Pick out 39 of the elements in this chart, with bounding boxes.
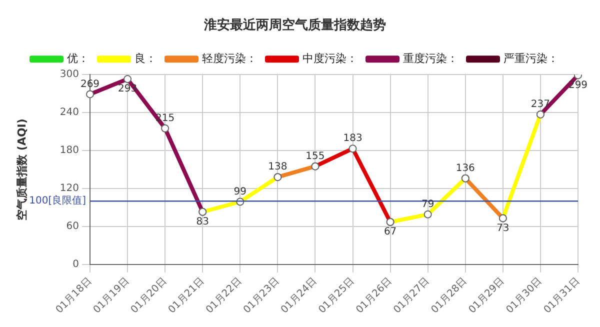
y-axis-title: 空气质量指数 (AQI) bbox=[15, 118, 28, 220]
x-tick-label: 01月29日 bbox=[466, 276, 507, 316]
data-label: 183 bbox=[343, 133, 362, 144]
y-tick-label: 240 bbox=[60, 107, 79, 118]
legend-label: 中度污染： bbox=[302, 52, 358, 65]
legend-label: 优： bbox=[67, 52, 89, 65]
legend-label: 轻度污染： bbox=[202, 52, 257, 65]
y-tick-label: 0 bbox=[72, 258, 79, 270]
data-label: 136 bbox=[456, 162, 475, 174]
data-label: 79 bbox=[421, 198, 434, 210]
x-tick-label: 01月24日 bbox=[279, 276, 320, 316]
data-label: 99 bbox=[234, 186, 247, 198]
data-label: 155 bbox=[306, 150, 325, 162]
data-label: 73 bbox=[496, 222, 510, 234]
x-tick-label: 01月28日 bbox=[429, 276, 470, 316]
x-tick-label: 01月22日 bbox=[204, 276, 244, 316]
legend-label: 良： bbox=[134, 52, 156, 65]
data-label: 299 bbox=[568, 80, 588, 91]
ref-line-label: 100[良限值] bbox=[29, 194, 86, 207]
x-tick-label: 01月20日 bbox=[129, 276, 170, 316]
data-label: 138 bbox=[268, 162, 288, 173]
x-tick-label: 01月26日 bbox=[354, 276, 394, 316]
x-tick-label: 01月25日 bbox=[316, 276, 357, 316]
data-label: 83 bbox=[196, 216, 209, 228]
y-tick-label: 60 bbox=[66, 221, 79, 232]
x-tick-label: 01月27日 bbox=[392, 276, 432, 316]
legend-label: 重度污染： bbox=[403, 52, 458, 65]
chart-title: 淮安最近两周空气质量指数趋势 bbox=[203, 17, 386, 34]
y-tick-label: 120 bbox=[60, 183, 79, 194]
x-tick-label: 01月23日 bbox=[242, 276, 282, 316]
x-tick-label: 01月30日 bbox=[504, 276, 544, 316]
y-tick-label: 300 bbox=[60, 69, 79, 80]
y-tick-label: 180 bbox=[60, 145, 79, 156]
x-tick-label: 01月31日 bbox=[542, 276, 582, 316]
x-tick-label: 01月18日 bbox=[54, 276, 94, 316]
data-label: 67 bbox=[384, 226, 397, 238]
legend-label: 严重污染： bbox=[504, 52, 558, 65]
x-tick-label: 01月19日 bbox=[92, 276, 132, 316]
x-tick-label: 01月21日 bbox=[166, 276, 207, 316]
